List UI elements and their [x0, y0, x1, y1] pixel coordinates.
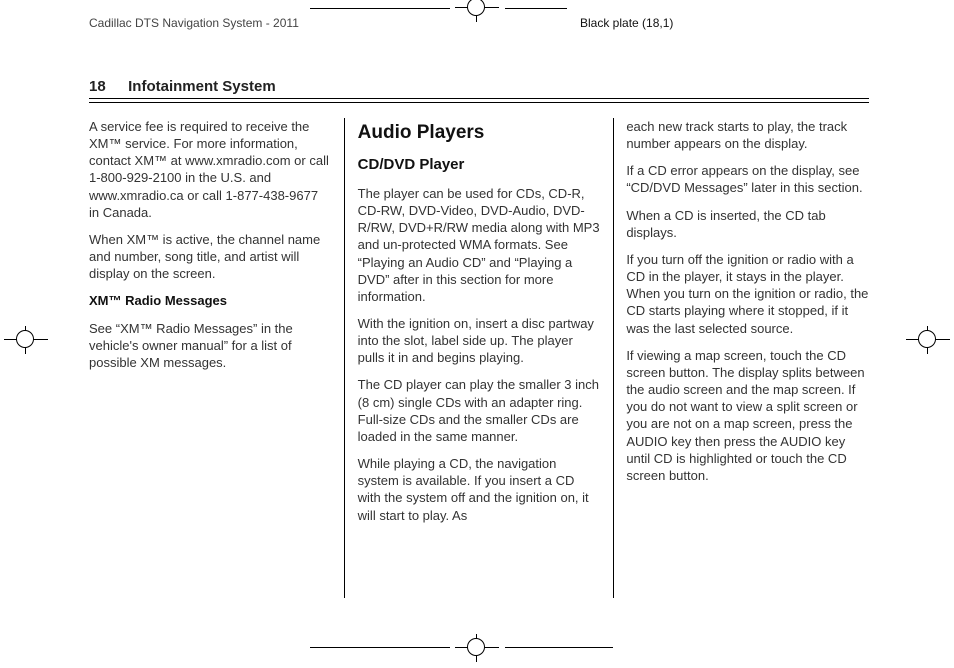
body-paragraph: If a CD error appears on the display, se…: [626, 162, 869, 196]
page-body: A service fee is required to receive the…: [89, 118, 869, 598]
subheading: XM™ Radio Messages: [89, 292, 332, 309]
body-paragraph: each new track starts to play, the track…: [626, 118, 869, 152]
body-paragraph: If you turn off the ignition or radio wi…: [626, 251, 869, 337]
body-paragraph: While playing a CD, the navigation syste…: [358, 455, 601, 524]
running-head-rule: [89, 102, 869, 103]
heading-cd-dvd-player: CD/DVD Player: [358, 155, 601, 175]
bottom-rule-left: [310, 647, 450, 648]
body-paragraph: If viewing a map screen, touch the CD sc…: [626, 347, 869, 484]
top-rule-right: [505, 8, 567, 9]
registration-mark-icon: [455, 0, 499, 22]
page-number: 18: [89, 78, 106, 95]
body-paragraph: When XM™ is active, the channel name and…: [89, 231, 332, 282]
body-paragraph: See “XM™ Radio Messages” in the vehicle'…: [89, 320, 332, 371]
plate-label: Black plate (18,1): [580, 16, 673, 30]
registration-mark-icon: [906, 326, 950, 354]
print-sheet: Cadillac DTS Navigation System - 2011 Bl…: [0, 0, 954, 668]
body-paragraph: With the ignition on, insert a disc part…: [358, 315, 601, 366]
body-paragraph: The player can be used for CDs, CD-R, CD…: [358, 185, 601, 305]
registration-mark-icon: [455, 634, 499, 662]
bottom-rule-right: [505, 647, 613, 648]
running-head: 18 Infotainment System: [89, 78, 869, 96]
heading-audio-players: Audio Players: [358, 120, 601, 145]
top-rule-left: [310, 8, 450, 9]
body-paragraph: When a CD is inserted, the CD tab displa…: [626, 207, 869, 241]
running-head-rule: [89, 98, 869, 99]
body-paragraph: A service fee is required to receive the…: [89, 118, 332, 221]
section-title: Infotainment System: [128, 78, 276, 95]
body-paragraph: The CD player can play the smaller 3 inc…: [358, 376, 601, 445]
registration-mark-icon: [4, 326, 48, 354]
doc-title: Cadillac DTS Navigation System - 2011: [89, 16, 299, 30]
